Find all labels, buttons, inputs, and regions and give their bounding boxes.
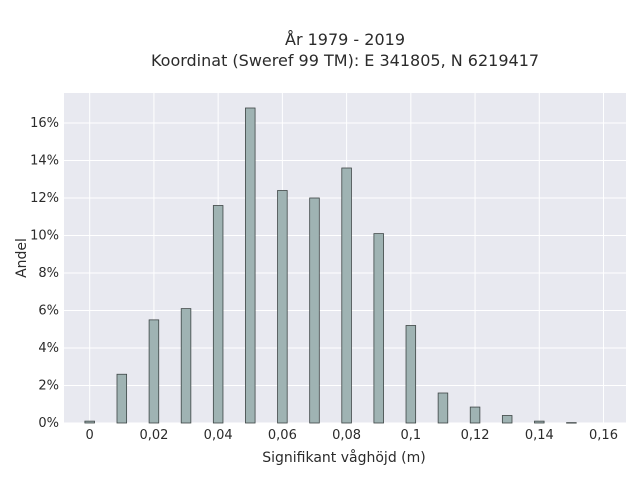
y-tick-label: 10% xyxy=(30,229,59,244)
y-tick-label: 4% xyxy=(38,341,59,356)
bar xyxy=(501,415,513,424)
x-tick-label: 0,12 xyxy=(461,428,490,443)
x-tick-labels: 0 0,02 0,04 0,06 0,08 0,1 0,12 0,14 0,16 xyxy=(86,428,618,443)
x-tick-label: 0,16 xyxy=(589,428,618,443)
x-tick-label: 0,08 xyxy=(332,428,361,443)
bar xyxy=(84,420,95,424)
bar xyxy=(469,406,481,424)
chart-title: År 1979 - 2019 xyxy=(285,30,405,49)
bar xyxy=(148,319,160,424)
y-tick-label: 12% xyxy=(30,191,59,206)
y-tick-labels: 0% 2% 4% 6% 8% 10% 12% 14% 16% xyxy=(30,116,59,431)
bar xyxy=(309,197,320,424)
bars xyxy=(84,107,577,424)
bar xyxy=(437,392,449,424)
chart-subtitle: Koordinat (Sweref 99 TM): E 341805, N 62… xyxy=(151,51,539,70)
x-axis-label: Signifikant våghöjd (m) xyxy=(262,449,425,466)
y-tick-label: 0% xyxy=(38,416,59,431)
x-tick-label: 0 xyxy=(86,428,94,443)
x-tick-label: 0,02 xyxy=(139,428,168,443)
x-tick-label: 0,06 xyxy=(268,428,297,443)
bar xyxy=(373,233,384,424)
x-tick-label: 0,04 xyxy=(204,428,233,443)
x-tick-label: 0,1 xyxy=(400,428,421,443)
bar xyxy=(277,190,288,424)
y-axis-label: Andel xyxy=(14,238,30,278)
bar xyxy=(245,107,256,424)
bar xyxy=(116,373,128,424)
y-tick-label: 8% xyxy=(38,266,59,281)
bar xyxy=(180,308,192,424)
bar xyxy=(212,205,224,424)
bar xyxy=(566,422,577,424)
bar xyxy=(534,420,545,424)
bar xyxy=(405,325,417,424)
x-tick-label: 0,14 xyxy=(525,428,554,443)
bar xyxy=(341,167,352,424)
y-tick-label: 16% xyxy=(30,116,59,131)
y-tick-label: 6% xyxy=(38,304,59,319)
y-tick-label: 14% xyxy=(30,154,59,169)
y-tick-label: 2% xyxy=(38,379,59,394)
